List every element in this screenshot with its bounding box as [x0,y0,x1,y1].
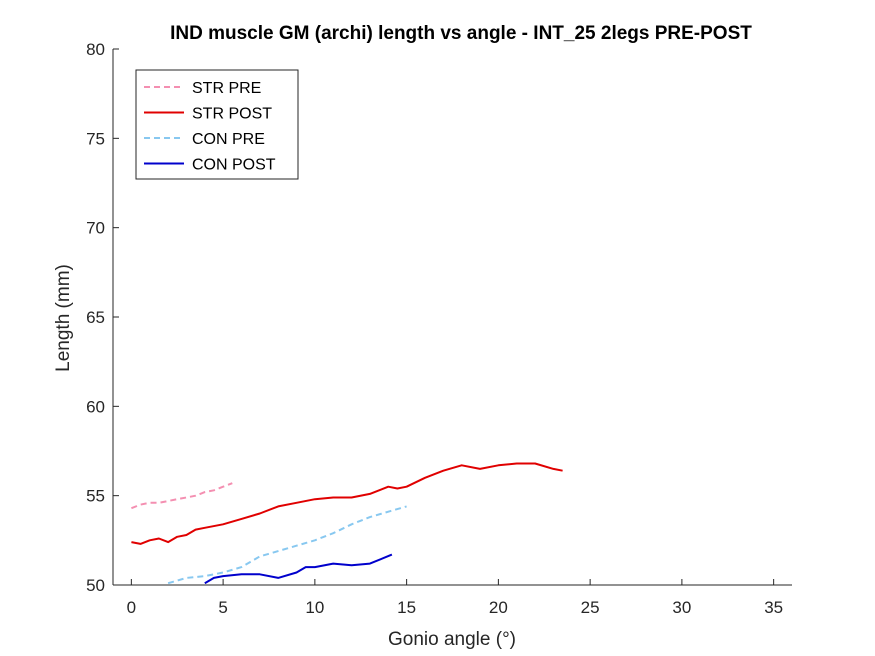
legend-entry-label: STR PRE [192,80,261,97]
series-line-2 [131,462,563,545]
series-line-4 [204,553,393,585]
x-tick-label: 25 [581,598,600,617]
x-tick-label: 15 [397,598,416,617]
y-tick-label: 65 [86,308,105,327]
legend: STR PRE STR POST CON PRE CON POST [135,69,299,180]
y-axis-label: Length (mm) [53,264,74,372]
y-tick-label: 55 [86,487,105,506]
x-axis-label: Gonio angle (°) [388,629,516,650]
x-tick-label: 10 [305,598,324,617]
y-tick-label: 60 [86,397,105,416]
chart-title: IND muscle GM (archi) length vs angle - … [170,23,752,44]
legend-entry-label: CON PRE [192,131,265,148]
x-tick-label: 30 [672,598,691,617]
series-layer [131,462,563,585]
series-line-3 [167,505,407,585]
legend-entry-label: STR POST [192,106,272,123]
x-tick-label: 5 [218,598,227,617]
y-tick-label: 75 [86,129,105,148]
x-tick-label: 35 [764,598,783,617]
x-tick-label: 20 [489,598,508,617]
legend-entry-label: CON POST [192,157,276,174]
legend-box [135,69,299,180]
y-tick-label: 80 [86,40,105,59]
y-tick-label: 70 [86,219,105,238]
axes: 0 5 10 15 20 25 30 35 50 55 60 65 70 75 80 [86,40,792,617]
y-tick-label: 50 [86,576,105,595]
x-tick-label: 0 [127,598,136,617]
series-line-1 [131,482,233,510]
